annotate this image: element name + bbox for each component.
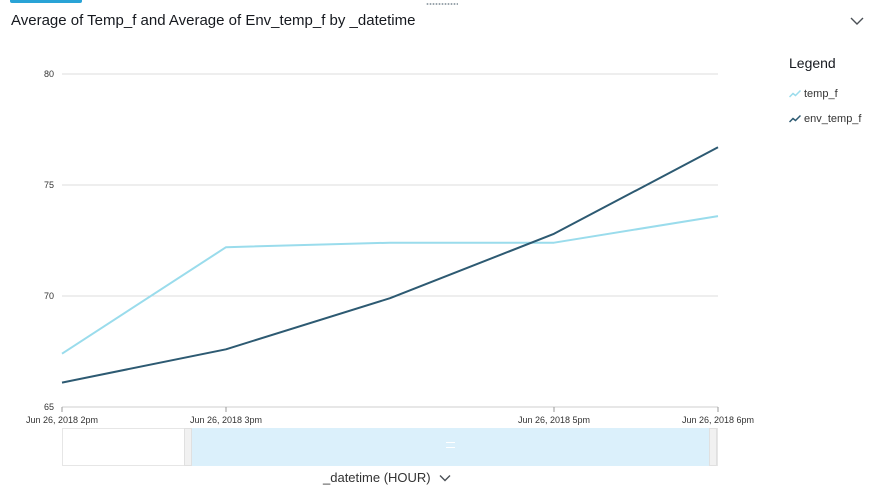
range-brush-left-handle[interactable] xyxy=(184,428,192,466)
y-tick-label: 75 xyxy=(44,180,54,190)
x-tick-label: Jun 26, 2018 5pm xyxy=(518,415,590,425)
y-tick-label: 65 xyxy=(44,402,54,412)
legend-label: env_temp_f xyxy=(804,113,862,125)
range-brush-right-handle[interactable] xyxy=(709,428,717,466)
drag-handle[interactable] xyxy=(426,2,458,6)
legend-label: temp_f xyxy=(804,88,838,100)
legend-title: Legend xyxy=(789,55,836,71)
y-tick-label: 80 xyxy=(44,69,54,79)
collapse-button[interactable] xyxy=(847,11,867,31)
legend-item-temp-f[interactable]: temp_f xyxy=(789,87,881,101)
x-tick-label: Jun 26, 2018 2pm xyxy=(26,415,98,425)
active-tab-indicator xyxy=(10,0,82,3)
line-series-icon xyxy=(789,89,801,98)
x-tick-label: Jun 26, 2018 6pm xyxy=(682,415,754,425)
chevron-down-icon xyxy=(439,474,451,481)
visual-title: Average of Temp_f and Average of Env_tem… xyxy=(11,12,416,29)
series-line-env-temp-f xyxy=(61,146,719,384)
line-chart: 65 70 75 80 Jun 26, 2018 2pm Jun 26, 2018 3pm… xyxy=(26,69,754,425)
x-axis-field-menu[interactable]: _datetime (HOUR) xyxy=(323,470,452,485)
x-axis-field-label: _datetime (HOUR) xyxy=(323,470,431,485)
chevron-down-icon xyxy=(850,17,864,25)
y-tick-label: 70 xyxy=(44,291,54,301)
legend: Legend temp_f env_temp_f xyxy=(789,55,881,137)
line-series-icon xyxy=(789,114,801,123)
grip-icon xyxy=(446,442,455,448)
legend-item-env-temp-f[interactable]: env_temp_f xyxy=(789,112,881,126)
x-tick-label: Jun 26, 2018 3pm xyxy=(190,415,262,425)
series-line-temp-f xyxy=(61,215,719,355)
